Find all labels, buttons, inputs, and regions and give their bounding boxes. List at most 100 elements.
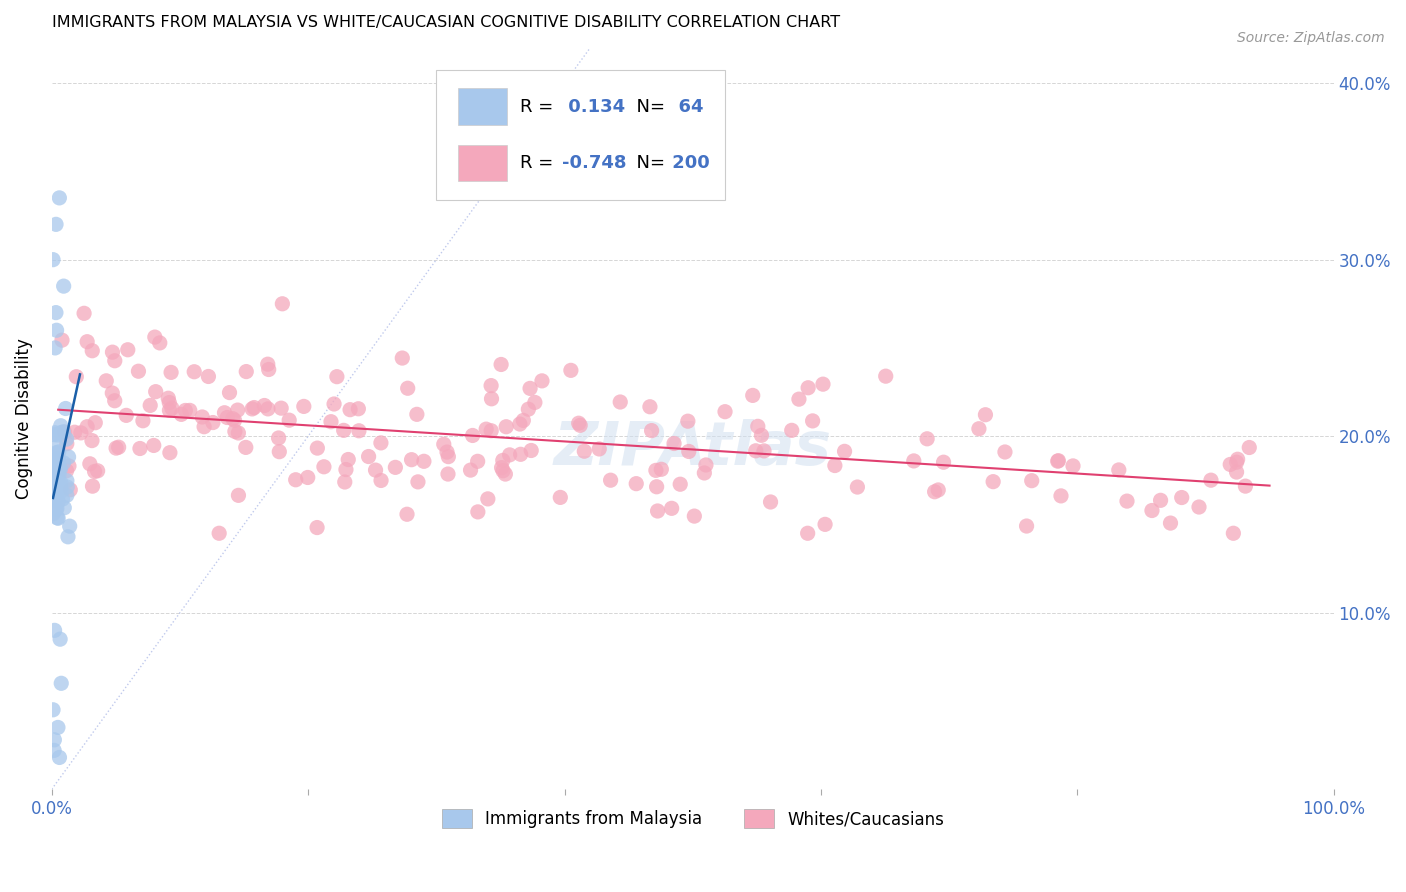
- Point: [49, 463, 72, 477]
- Point: [498, 448, 520, 462]
- Point: [235, 441, 257, 455]
- Point: [797, 381, 820, 395]
- Point: [191, 409, 214, 424]
- Point: [45, 218, 67, 232]
- Point: [183, 365, 205, 379]
- Point: [278, 413, 301, 427]
- Point: [780, 423, 803, 437]
- Point: [159, 445, 181, 459]
- Point: [53, 425, 76, 440]
- Point: [208, 526, 231, 541]
- Text: IMMIGRANTS FROM MALAYSIA VS WHITE/CAUCASIAN COGNITIVE DISABILITY CORRELATION CHA: IMMIGRANTS FROM MALAYSIA VS WHITE/CAUCAS…: [52, 15, 839, 30]
- Point: [307, 441, 329, 455]
- Point: [1140, 503, 1163, 517]
- Point: [517, 402, 540, 417]
- Y-axis label: Cognitive Disability: Cognitive Disability: [15, 338, 32, 499]
- Point: [391, 351, 413, 365]
- Point: [174, 403, 197, 417]
- Point: [52, 456, 75, 470]
- Point: [981, 475, 1004, 489]
- Point: [96, 374, 118, 388]
- Point: [751, 428, 773, 442]
- Point: [127, 364, 149, 378]
- Point: [44, 491, 66, 506]
- Point: [824, 458, 846, 473]
- Point: [512, 413, 534, 427]
- Point: [149, 335, 172, 350]
- Point: [1108, 463, 1130, 477]
- Point: [759, 495, 782, 509]
- Point: [370, 436, 392, 450]
- Point: [801, 414, 824, 428]
- Point: [170, 408, 193, 422]
- Point: [1170, 491, 1192, 505]
- Point: [599, 473, 621, 487]
- Point: [139, 398, 162, 412]
- Point: [569, 418, 592, 433]
- Point: [59, 483, 82, 497]
- Point: [243, 401, 266, 415]
- Point: [45, 483, 67, 497]
- Point: [45, 452, 67, 467]
- Point: [217, 410, 239, 425]
- Point: [645, 480, 668, 494]
- Point: [82, 479, 104, 493]
- Point: [218, 385, 240, 400]
- Bar: [458, 145, 506, 181]
- Point: [42, 475, 65, 489]
- Point: [197, 369, 219, 384]
- Point: [46, 470, 69, 484]
- Point: [55, 464, 77, 478]
- Point: [347, 424, 370, 438]
- Point: [257, 362, 280, 376]
- Point: [640, 424, 662, 438]
- Point: [235, 365, 257, 379]
- Point: [56, 488, 79, 502]
- Point: [467, 454, 489, 468]
- Point: [44, 458, 66, 472]
- Point: [297, 470, 319, 484]
- Point: [117, 343, 139, 357]
- Point: [323, 397, 346, 411]
- Point: [157, 391, 180, 405]
- Point: [129, 442, 152, 456]
- Point: [226, 403, 249, 417]
- Point: [333, 475, 356, 489]
- Point: [638, 400, 661, 414]
- Point: [253, 399, 276, 413]
- Point: [932, 455, 955, 469]
- Point: [437, 450, 460, 464]
- Point: [714, 405, 737, 419]
- Point: [224, 413, 246, 427]
- Point: [49, 425, 72, 440]
- Point: [51, 333, 73, 347]
- Point: [270, 401, 292, 416]
- Text: N=: N=: [624, 154, 665, 172]
- Point: [49, 479, 72, 493]
- Point: [284, 473, 307, 487]
- Point: [48, 445, 70, 459]
- Point: [157, 395, 180, 409]
- Point: [1199, 473, 1222, 487]
- Point: [65, 369, 87, 384]
- Point: [1225, 465, 1247, 479]
- Point: [678, 444, 700, 458]
- Point: [436, 445, 458, 459]
- Point: [104, 353, 127, 368]
- Point: [79, 457, 101, 471]
- Point: [44, 341, 66, 355]
- Text: 200: 200: [666, 154, 710, 172]
- Point: [396, 381, 419, 395]
- Point: [609, 395, 631, 409]
- Point: [683, 509, 706, 524]
- Point: [45, 502, 67, 516]
- Point: [46, 483, 69, 497]
- Point: [84, 416, 107, 430]
- Point: [437, 467, 460, 481]
- Point: [326, 369, 349, 384]
- Point: [433, 437, 456, 451]
- Point: [834, 444, 856, 458]
- Point: [52, 425, 75, 439]
- Point: [115, 409, 138, 423]
- Point: [693, 466, 716, 480]
